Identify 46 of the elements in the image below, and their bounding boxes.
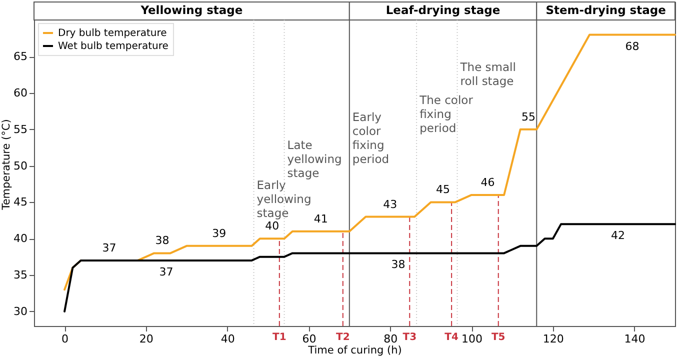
data-label: 46 [480, 176, 495, 189]
legend-label: Wet bulb temperature [58, 41, 168, 52]
ref-line-label: T1 [272, 332, 286, 343]
y-tick-label: 40 [14, 232, 28, 246]
data-label: 41 [314, 212, 328, 226]
data-label: 42 [611, 229, 626, 242]
data-label: 45 [436, 183, 450, 196]
y-tick-label: 45 [14, 196, 28, 209]
y-tick-label: 50 [14, 159, 28, 172]
data-label: 40 [265, 220, 280, 233]
data-label: 38 [391, 258, 406, 272]
data-label: 39 [212, 226, 226, 240]
y-tick-label: 55 [14, 122, 28, 136]
ref-line-label: The small roll stage [459, 60, 516, 88]
data-label: 37 [102, 241, 116, 254]
y-tick-label: 60 [14, 86, 28, 100]
x-tick-label: 60 [302, 332, 316, 346]
data-label: 68 [625, 40, 640, 53]
data-label: 37 [159, 265, 174, 278]
band-label: Stem-drying stage [546, 3, 666, 17]
ref-line-label: The color fixing period [418, 93, 474, 135]
ref-line-label: Early color fixing period [352, 110, 390, 166]
x-tick-label: 80 [384, 332, 398, 346]
x-tick-label: 120 [542, 332, 564, 346]
x-tick-label: 0 [62, 332, 69, 346]
y-tick-label: 35 [14, 268, 28, 282]
ref-line-label: Late yellowing stage [287, 138, 342, 180]
y-axis-title: Temperature (°C) [0, 119, 13, 211]
ref-line-label: Early yellowing stage [256, 178, 312, 220]
x-tick-label: 40 [220, 332, 235, 346]
ref-line-label: T5 [491, 332, 506, 343]
ref-line-label: T4 [444, 332, 458, 343]
ref-line-label: T3 [402, 332, 417, 343]
band-label: Leaf-drying stage [386, 3, 500, 17]
data-label: 43 [383, 198, 398, 211]
data-label: 55 [521, 110, 536, 124]
ref-line-label: T2 [336, 332, 350, 343]
x-tick-label: 100 [462, 332, 483, 346]
legend-label: Dry bulb temperature [58, 28, 167, 39]
band-label: Yellowing stage [140, 3, 243, 17]
y-tick-label: 65 [14, 50, 28, 64]
data-label: 38 [155, 234, 170, 248]
x-axis-title: Time of curing (h) [307, 344, 402, 356]
y-tick-label: 30 [14, 304, 28, 318]
x-tick-label: 140 [624, 332, 646, 346]
x-tick-label: 20 [139, 332, 154, 346]
